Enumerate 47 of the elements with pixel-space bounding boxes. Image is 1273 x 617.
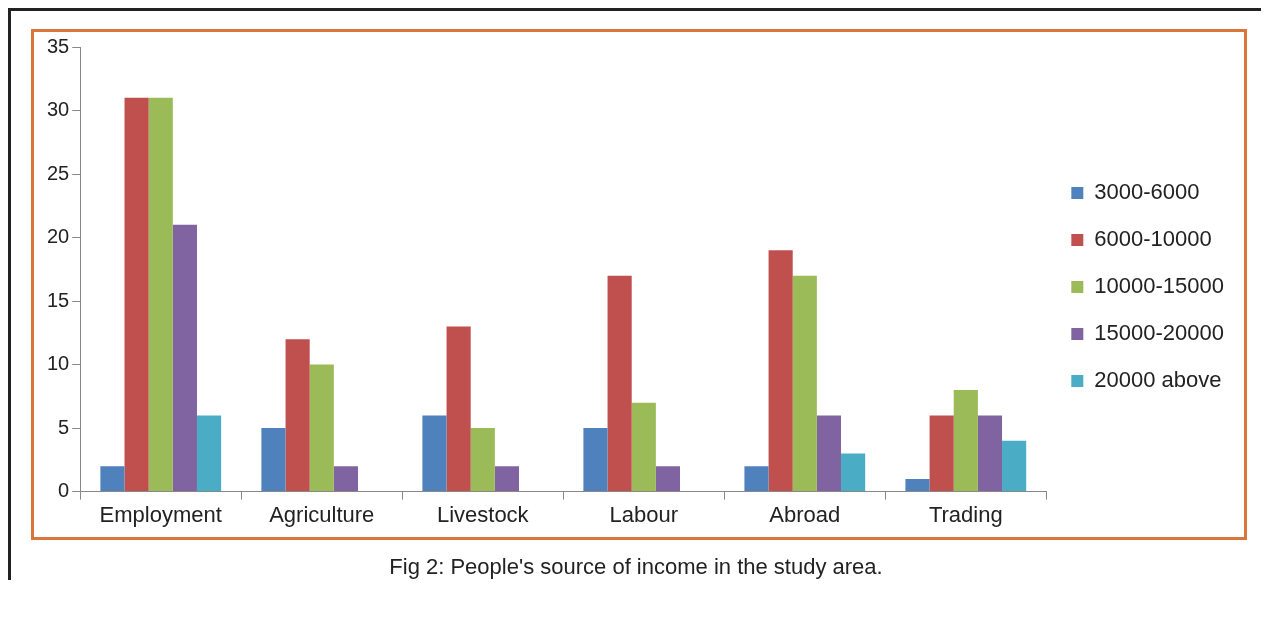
y-tick-label: 0 [58,479,70,502]
bar [977,415,1003,492]
bar [792,275,817,492]
bar [148,97,173,492]
legend-label: 10000-15000 [1094,273,1225,299]
bar [583,428,608,492]
bar [816,415,842,492]
bar [172,224,197,492]
y-tick-label: 35 [47,34,70,57]
bar [446,326,471,492]
y-tick-label: 20 [47,225,70,248]
bar [929,415,954,492]
x-tick-label: Abroad [769,501,841,527]
bar [422,415,447,492]
legend-label: 15000-20000 [1094,320,1225,346]
bar [470,428,495,492]
bar [309,364,334,492]
x-tick-label: Trading [928,501,1003,527]
bar [124,97,149,492]
y-tick-label: 30 [47,98,70,121]
bar [494,466,520,492]
legend-label: 20000 above [1094,367,1222,393]
bar [841,453,866,492]
caption: Fig 2: People's source of income in the study area. [388,554,884,580]
legend-label: 6000-10000 [1094,226,1212,252]
bar [744,466,769,492]
bar [905,478,930,492]
bar [261,428,286,492]
legend-label: 3000-6000 [1094,179,1200,205]
bar [196,415,222,492]
x-tick-label: Agriculture [269,501,375,527]
bar [768,250,793,492]
y-tick-label: 25 [47,161,70,184]
y-tick-label: 15 [47,288,70,311]
x-tick-label: Labour [609,501,679,527]
bar [1002,440,1027,492]
bar [100,466,125,492]
y-tick-label: 10 [47,352,70,375]
y-tick-label: 5 [58,415,70,438]
bar [607,275,632,492]
x-tick-label: Employment [99,501,222,527]
bar [655,466,681,492]
bar [631,402,656,492]
bar [285,339,310,492]
bar [953,389,978,492]
bar [333,466,358,492]
x-tick-label: Livestock [436,501,530,527]
